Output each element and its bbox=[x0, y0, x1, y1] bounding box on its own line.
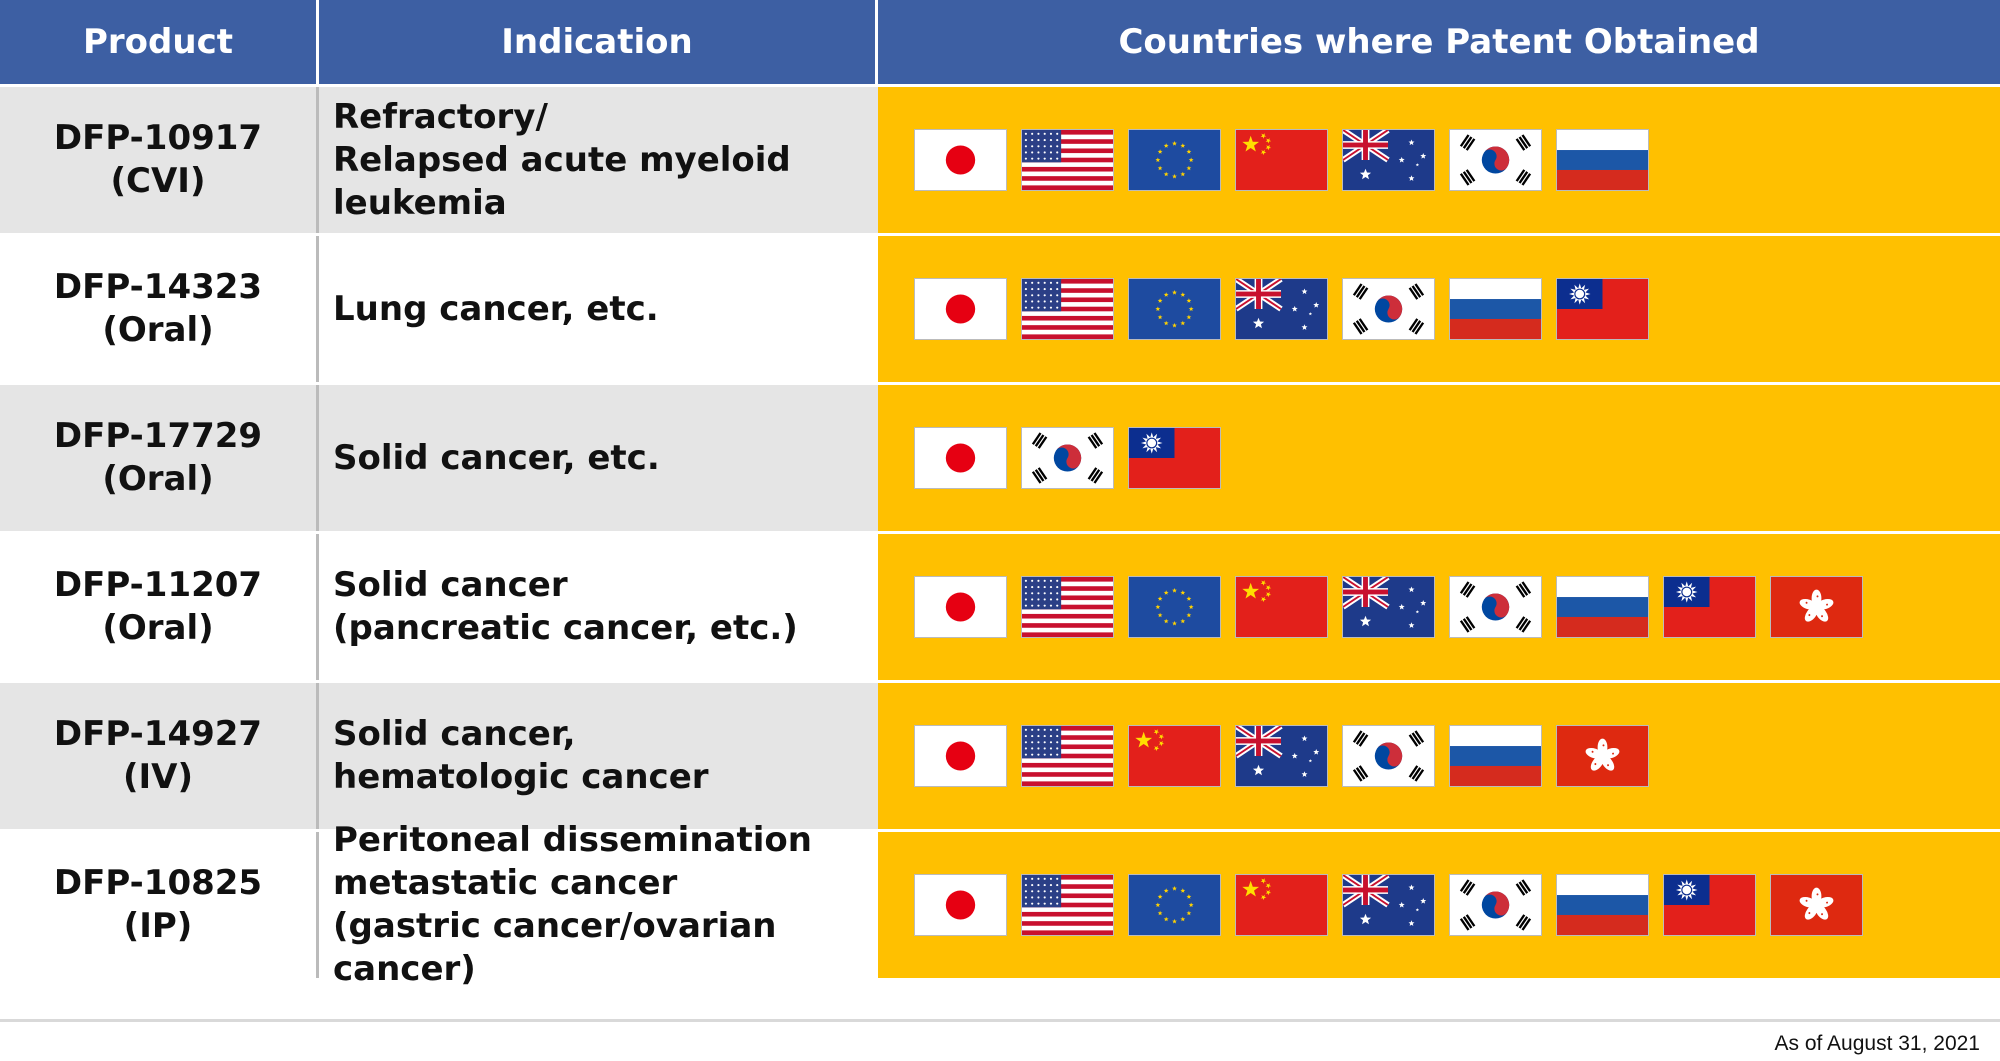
product-route: (CVI) bbox=[110, 161, 206, 201]
patent-table: Product Indication Countries where Paten… bbox=[0, 0, 2000, 989]
taiwan-flag bbox=[1556, 278, 1649, 340]
korea-flag bbox=[1021, 427, 1114, 489]
table-row: DFP-11207 (Oral) Solid cancer (pancreatic c… bbox=[0, 531, 2000, 680]
china-flag bbox=[1235, 874, 1328, 936]
australia-flag bbox=[1342, 874, 1435, 936]
indication-cell: Solid cancer, etc. bbox=[319, 385, 878, 531]
russia-flag bbox=[1449, 278, 1542, 340]
table-row: DFP-10825 (IP) Peritoneal dissemination met… bbox=[0, 820, 2000, 989]
korea-flag bbox=[1342, 725, 1435, 787]
hongkong-flag bbox=[1770, 874, 1863, 936]
table-bottom-rule bbox=[0, 1019, 2000, 1022]
indication-line: leukemia bbox=[333, 182, 507, 223]
eu-flag bbox=[1128, 874, 1221, 936]
russia-flag bbox=[1556, 576, 1649, 638]
header-indication: Indication bbox=[319, 0, 878, 84]
table-row: DFP-17729 (Oral) Solid cancer, etc. bbox=[0, 382, 2000, 531]
product-code: DFP-14927 bbox=[53, 714, 263, 754]
product-code: DFP-11207 bbox=[53, 565, 263, 605]
countries-cell bbox=[878, 832, 2000, 978]
product-cell: DFP-11207 (Oral) bbox=[0, 534, 319, 680]
product-route: (Oral) bbox=[102, 310, 214, 350]
product-cell: DFP-10917 (CVI) bbox=[0, 87, 319, 233]
table-row: DFP-14927 (IV) Solid cancer, hematologic ca… bbox=[0, 680, 2000, 829]
product-code: DFP-10917 bbox=[53, 118, 263, 158]
hongkong-flag bbox=[1770, 576, 1863, 638]
china-flag bbox=[1235, 576, 1328, 638]
indication-line: cancer) bbox=[333, 949, 476, 989]
japan-flag bbox=[914, 427, 1007, 489]
hongkong-flag bbox=[1556, 725, 1649, 787]
russia-flag bbox=[1449, 725, 1542, 787]
table-body: DFP-10917 (CVI) Refractory/Relapsed acute … bbox=[0, 84, 2000, 989]
indication-line: Lung cancer, etc. bbox=[333, 288, 659, 329]
indication-line: hematologic cancer bbox=[333, 757, 709, 797]
as-of-date: As of August 31, 2021 bbox=[1774, 1032, 1981, 1055]
product-code: DFP-14323 bbox=[53, 267, 263, 307]
indication-line: Peritoneal dissemination bbox=[333, 820, 812, 860]
countries-cell bbox=[878, 683, 2000, 829]
australia-flag bbox=[1235, 725, 1328, 787]
product-cell: DFP-10825 (IP) bbox=[0, 832, 319, 978]
header-countries: Countries where Patent Obtained bbox=[1118, 22, 1760, 62]
product-cell: DFP-17729 (Oral) bbox=[0, 385, 319, 531]
japan-flag bbox=[914, 129, 1007, 191]
indication-cell: Peritoneal dissemination metastatic cance… bbox=[319, 820, 878, 989]
usa-flag bbox=[1021, 278, 1114, 340]
table-row: DFP-14323 (Oral) Lung cancer, etc. bbox=[0, 233, 2000, 382]
russia-flag bbox=[1556, 874, 1649, 936]
korea-flag bbox=[1342, 278, 1435, 340]
taiwan-flag bbox=[1663, 576, 1756, 638]
russia-flag bbox=[1556, 129, 1649, 191]
taiwan-flag bbox=[1128, 427, 1221, 489]
indication-line: Solid cancer, bbox=[333, 714, 576, 754]
indication-cell: Lung cancer, etc. bbox=[319, 236, 878, 382]
eu-flag bbox=[1128, 576, 1221, 638]
countries-cell bbox=[878, 87, 2000, 233]
indication-line: metastatic cancer bbox=[333, 863, 678, 903]
usa-flag bbox=[1021, 874, 1114, 936]
countries-cell bbox=[878, 534, 2000, 680]
indication-line: Relapsed acute myeloid bbox=[333, 139, 791, 180]
australia-flag bbox=[1342, 129, 1435, 191]
australia-flag bbox=[1342, 576, 1435, 638]
countries-cell bbox=[878, 385, 2000, 531]
indication-cell: Solid cancer, hematologic cancer bbox=[319, 683, 878, 829]
japan-flag bbox=[914, 874, 1007, 936]
indication-cell: Refractory/Relapsed acute myeloid leukemi… bbox=[319, 87, 878, 233]
indication-line: (pancreatic cancer, etc.) bbox=[333, 608, 798, 648]
indication-line: Solid cancer, etc. bbox=[333, 437, 660, 478]
korea-flag bbox=[1449, 129, 1542, 191]
countries-cell bbox=[878, 236, 2000, 382]
indication-line: Solid cancer bbox=[333, 565, 568, 605]
product-code: DFP-10825 bbox=[53, 863, 263, 903]
indication-cell: Solid cancer (pancreatic cancer, etc.) bbox=[319, 534, 878, 680]
usa-flag bbox=[1021, 576, 1114, 638]
korea-flag bbox=[1449, 576, 1542, 638]
eu-flag bbox=[1128, 278, 1221, 340]
product-route: (Oral) bbox=[102, 459, 214, 499]
taiwan-flag bbox=[1663, 874, 1756, 936]
product-route: (IP) bbox=[123, 906, 193, 946]
table-row: DFP-10917 (CVI) Refractory/Relapsed acute … bbox=[0, 84, 2000, 233]
header-product: Product bbox=[0, 0, 319, 84]
china-flag bbox=[1128, 725, 1221, 787]
product-code: DFP-17729 bbox=[53, 416, 263, 456]
japan-flag bbox=[914, 576, 1007, 638]
product-route: (IV) bbox=[122, 757, 194, 797]
product-route: (Oral) bbox=[102, 608, 214, 648]
japan-flag bbox=[914, 725, 1007, 787]
product-cell: DFP-14927 (IV) bbox=[0, 683, 319, 829]
australia-flag bbox=[1235, 278, 1328, 340]
usa-flag bbox=[1021, 725, 1114, 787]
eu-flag bbox=[1128, 129, 1221, 191]
indication-line: Refractory/ bbox=[333, 96, 548, 137]
japan-flag bbox=[914, 278, 1007, 340]
table-header: Product Indication Countries where Paten… bbox=[0, 0, 2000, 84]
china-flag bbox=[1235, 129, 1328, 191]
indication-line: (gastric cancer/ovarian bbox=[333, 906, 777, 946]
korea-flag bbox=[1449, 874, 1542, 936]
product-cell: DFP-14323 (Oral) bbox=[0, 236, 319, 382]
usa-flag bbox=[1021, 129, 1114, 191]
